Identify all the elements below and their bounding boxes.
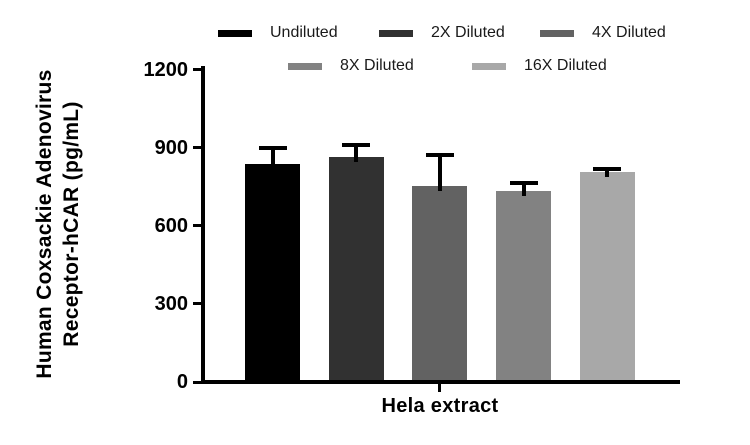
error-bar-line-2x-diluted (354, 145, 359, 163)
y-axis-line (201, 65, 205, 384)
legend-item-8x-diluted: 8X Diluted (288, 57, 472, 75)
bar-undiluted (245, 163, 300, 380)
y-tick-label-600: 600 (154, 214, 188, 237)
error-bar-cap-undiluted (258, 145, 287, 150)
legend-swatch-4x-diluted (540, 29, 574, 37)
legend-label-2x-diluted: 2X Diluted (431, 24, 505, 41)
error-bar-cap-4x-diluted (425, 153, 454, 157)
error-bar-cap-16x-diluted (593, 167, 622, 172)
legend-label-4x-diluted: 4X Diluted (592, 24, 666, 41)
legend-row-1: Undiluted 2X Diluted 4X Diluted (218, 22, 701, 44)
bar-8x-diluted (496, 190, 552, 380)
y-tick-label-300: 300 (154, 292, 188, 315)
legend: Undiluted 2X Diluted 4X Diluted 8X Diluted 1… (0, 0, 750, 90)
y-tick-1200 (193, 68, 201, 71)
bar-2x-diluted (328, 157, 384, 380)
error-bar-line-undiluted (270, 147, 275, 169)
legend-label-16x-diluted: 16X Diluted (524, 57, 607, 74)
x-axis-category-label: Hela extract (381, 395, 499, 417)
bar-4x-diluted (412, 185, 468, 380)
x-tick-hela-extract (438, 384, 442, 392)
legend-item-undiluted: Undiluted (218, 24, 379, 42)
legend-item-16x-diluted: 16X Diluted (472, 57, 656, 75)
legend-swatch-8x-diluted (288, 62, 322, 70)
y-tick-0 (193, 380, 201, 384)
y-tick-label-900: 900 (154, 136, 188, 159)
error-bar-line-4x-diluted (437, 155, 442, 191)
error-bar-cap-2x-diluted (342, 143, 371, 148)
y-tick-label-1200: 1200 (143, 58, 189, 81)
bar-16x-diluted (579, 171, 635, 380)
y-tick-label-0: 0 (176, 371, 188, 393)
legend-item-4x-diluted: 4X Diluted (540, 24, 701, 42)
error-bar-cap-8x-diluted (509, 180, 538, 185)
error-bar-line-8x-diluted (521, 182, 526, 196)
y-tick-300 (193, 302, 201, 306)
legend-swatch-undiluted (218, 29, 252, 37)
x-axis-line (201, 380, 680, 384)
y-tick-600 (193, 224, 201, 228)
legend-label-8x-diluted: 8X Diluted (340, 57, 414, 74)
y-tick-900 (193, 146, 201, 150)
legend-swatch-16x-diluted (472, 62, 506, 70)
legend-label-undiluted: Undiluted (270, 24, 338, 41)
legend-item-2x-diluted: 2X Diluted (379, 24, 540, 42)
legend-swatch-2x-diluted (379, 29, 413, 37)
legend-row-2: 8X Diluted 16X Diluted (288, 55, 656, 77)
error-bar-line-16x-diluted (605, 169, 610, 177)
